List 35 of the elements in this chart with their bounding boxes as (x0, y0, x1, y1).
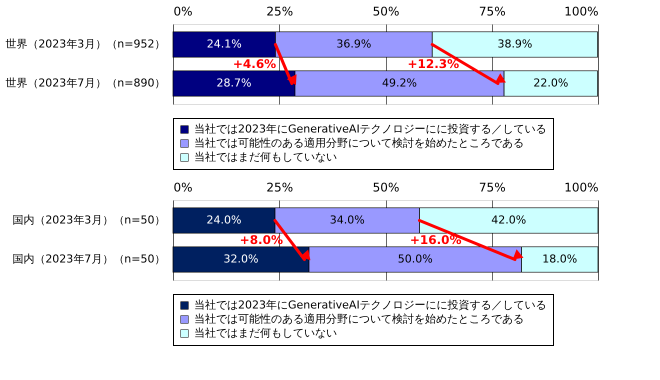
x-tick-label: 100% (564, 180, 598, 194)
legend-label: 当社ではまだ何もしていない (194, 150, 337, 164)
legend-label: 当社ではまだ何もしていない (194, 326, 337, 340)
x-tick-label: 0% (174, 180, 193, 194)
data-label: 38.9% (497, 37, 532, 50)
annotation: +16.0% (410, 233, 462, 247)
data-label: 50.0% (398, 252, 433, 266)
data-label: 24.1% (206, 37, 242, 50)
y-tick-label: 世界（2023年3月）（n=952） (5, 37, 166, 50)
data-label: 24.0% (206, 213, 242, 226)
x-tick-label: 50% (372, 4, 400, 18)
x-tick-label: 25% (266, 4, 294, 18)
data-label: 18.0% (542, 252, 578, 266)
x-tick-label: 0% (174, 4, 193, 18)
data-label: 22.0% (533, 76, 568, 90)
x-tick-label: 100% (564, 4, 598, 18)
y-tick-label: 国内（2023年3月）（n=50） (12, 213, 166, 226)
data-label: 49.2% (382, 76, 417, 90)
legend-label: 当社では可能性のある適用分野について検討を始めたところである (194, 136, 524, 150)
x-tick-label: 25% (266, 180, 294, 194)
x-tick-label: 75% (478, 4, 506, 18)
annotation: +12.3% (407, 57, 460, 71)
data-label: 32.0% (224, 252, 258, 266)
x-tick-label: 50% (372, 180, 400, 194)
data-label: 36.9% (336, 37, 372, 50)
legend-label: 当社では2023年にGenerativeAIテクノロジーにに投資する／している (194, 298, 547, 312)
annotation: +4.6% (232, 57, 276, 71)
x-tick-label: 75% (478, 180, 506, 194)
y-tick-label: 世界（2023年7月）（n=890） (5, 76, 166, 90)
y-tick-label: 国内（2023年7月）（n=50） (12, 252, 166, 266)
legend-label: 当社では可能性のある適用分野について検討を始めたところである (194, 312, 524, 326)
data-label: 28.7% (216, 76, 252, 90)
data-label: 34.0% (330, 213, 365, 226)
data-label: 42.0% (491, 213, 526, 226)
legend-label: 当社では2023年にGenerativeAIテクノロジーにに投資する／している (194, 122, 547, 136)
